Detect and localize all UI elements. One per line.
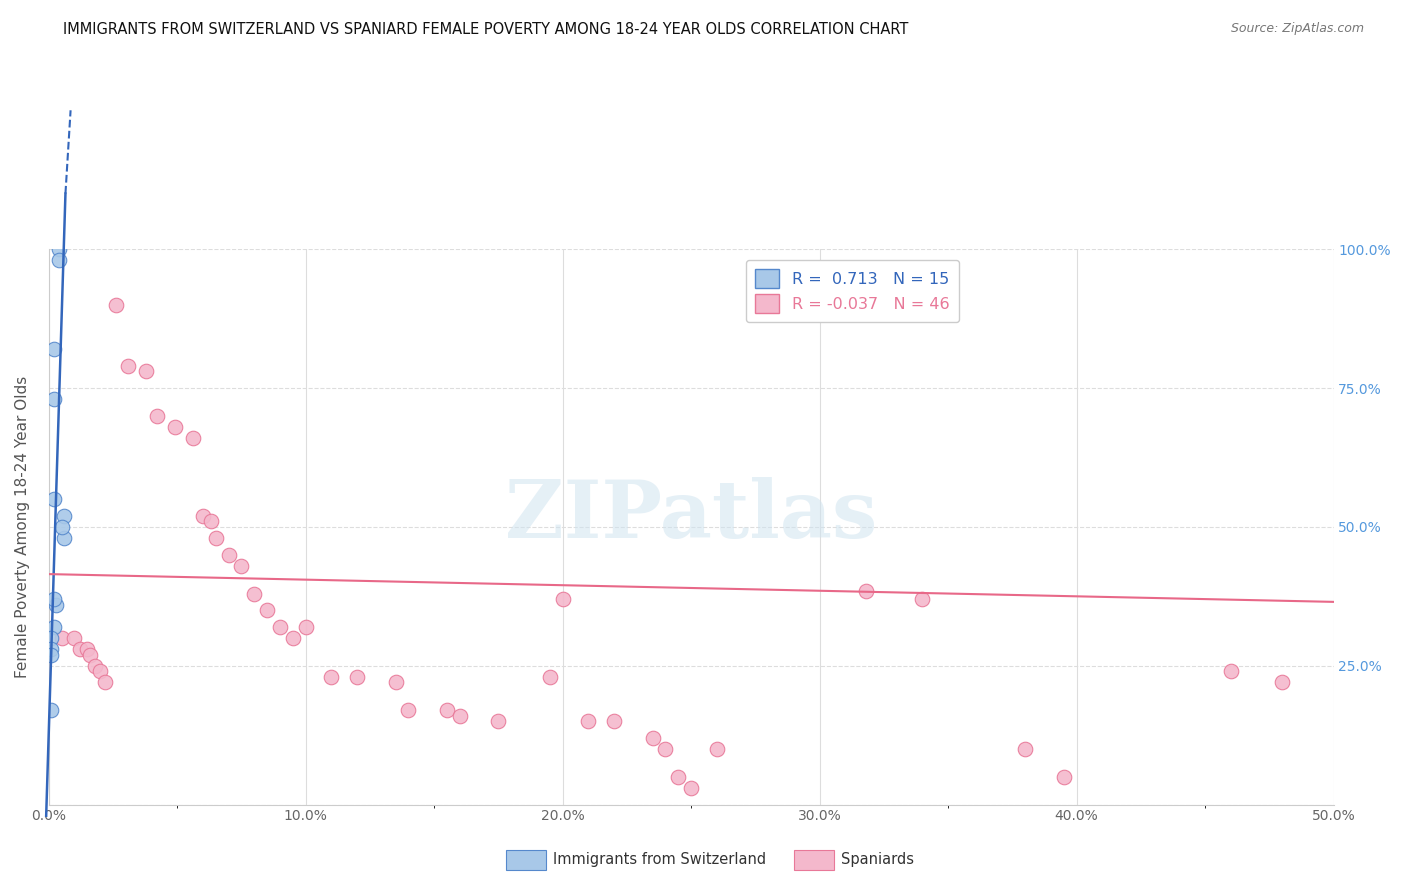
Point — [1014, 742, 1036, 756]
Point — [204, 531, 226, 545]
Point — [231, 558, 253, 573]
Text: Immigrants from Switzerland: Immigrants from Switzerland — [553, 853, 766, 867]
Point — [163, 420, 186, 434]
Point — [538, 670, 561, 684]
Point — [1219, 665, 1241, 679]
Point — [53, 531, 76, 545]
Point — [551, 592, 574, 607]
Point — [42, 492, 65, 507]
Point — [398, 703, 420, 717]
Point — [654, 742, 676, 756]
Point — [666, 770, 689, 784]
Legend: R =  0.713   N = 15, R = -0.037   N = 46: R = 0.713 N = 15, R = -0.037 N = 46 — [745, 260, 959, 322]
Point — [45, 598, 67, 612]
Text: Spaniards: Spaniards — [841, 853, 914, 867]
Point — [41, 631, 63, 645]
Bar — [794, 850, 834, 870]
Point — [449, 708, 471, 723]
Point — [104, 298, 127, 312]
Bar — [506, 850, 546, 870]
Point — [51, 631, 73, 645]
Point — [1053, 770, 1076, 784]
Text: Source: ZipAtlas.com: Source: ZipAtlas.com — [1230, 22, 1364, 36]
Point — [53, 508, 76, 523]
Point — [641, 731, 664, 745]
Point — [269, 620, 291, 634]
Point — [89, 665, 111, 679]
Point — [384, 675, 406, 690]
Point — [436, 703, 458, 717]
Point — [63, 631, 86, 645]
Point — [706, 742, 728, 756]
Point — [911, 592, 934, 607]
Point — [48, 242, 70, 256]
Point — [42, 342, 65, 356]
Point — [855, 583, 877, 598]
Point — [294, 620, 316, 634]
Point — [117, 359, 139, 373]
Point — [48, 253, 70, 268]
Point — [41, 703, 63, 717]
Point — [191, 508, 214, 523]
Point — [243, 586, 266, 600]
Y-axis label: Female Poverty Among 18-24 Year Olds: Female Poverty Among 18-24 Year Olds — [15, 376, 30, 678]
Point — [681, 780, 703, 795]
Point — [218, 548, 240, 562]
Point — [346, 670, 368, 684]
Point — [94, 675, 117, 690]
Point — [51, 520, 73, 534]
Point — [42, 392, 65, 406]
Point — [76, 642, 98, 657]
Point — [200, 514, 222, 528]
Point — [42, 620, 65, 634]
Point — [42, 592, 65, 607]
Text: IMMIGRANTS FROM SWITZERLAND VS SPANIARD FEMALE POVERTY AMONG 18-24 YEAR OLDS COR: IMMIGRANTS FROM SWITZERLAND VS SPANIARD … — [63, 22, 908, 37]
Point — [135, 364, 157, 378]
Point — [1271, 675, 1294, 690]
Point — [41, 648, 63, 662]
Point — [79, 648, 101, 662]
Point — [41, 642, 63, 657]
Point — [281, 631, 304, 645]
Point — [145, 409, 167, 423]
Point — [603, 714, 626, 729]
Point — [69, 642, 91, 657]
Point — [181, 431, 204, 445]
Point — [576, 714, 599, 729]
Point — [256, 603, 278, 617]
Point — [486, 714, 509, 729]
Text: ZIPatlas: ZIPatlas — [505, 477, 877, 555]
Point — [321, 670, 343, 684]
Point — [84, 658, 107, 673]
